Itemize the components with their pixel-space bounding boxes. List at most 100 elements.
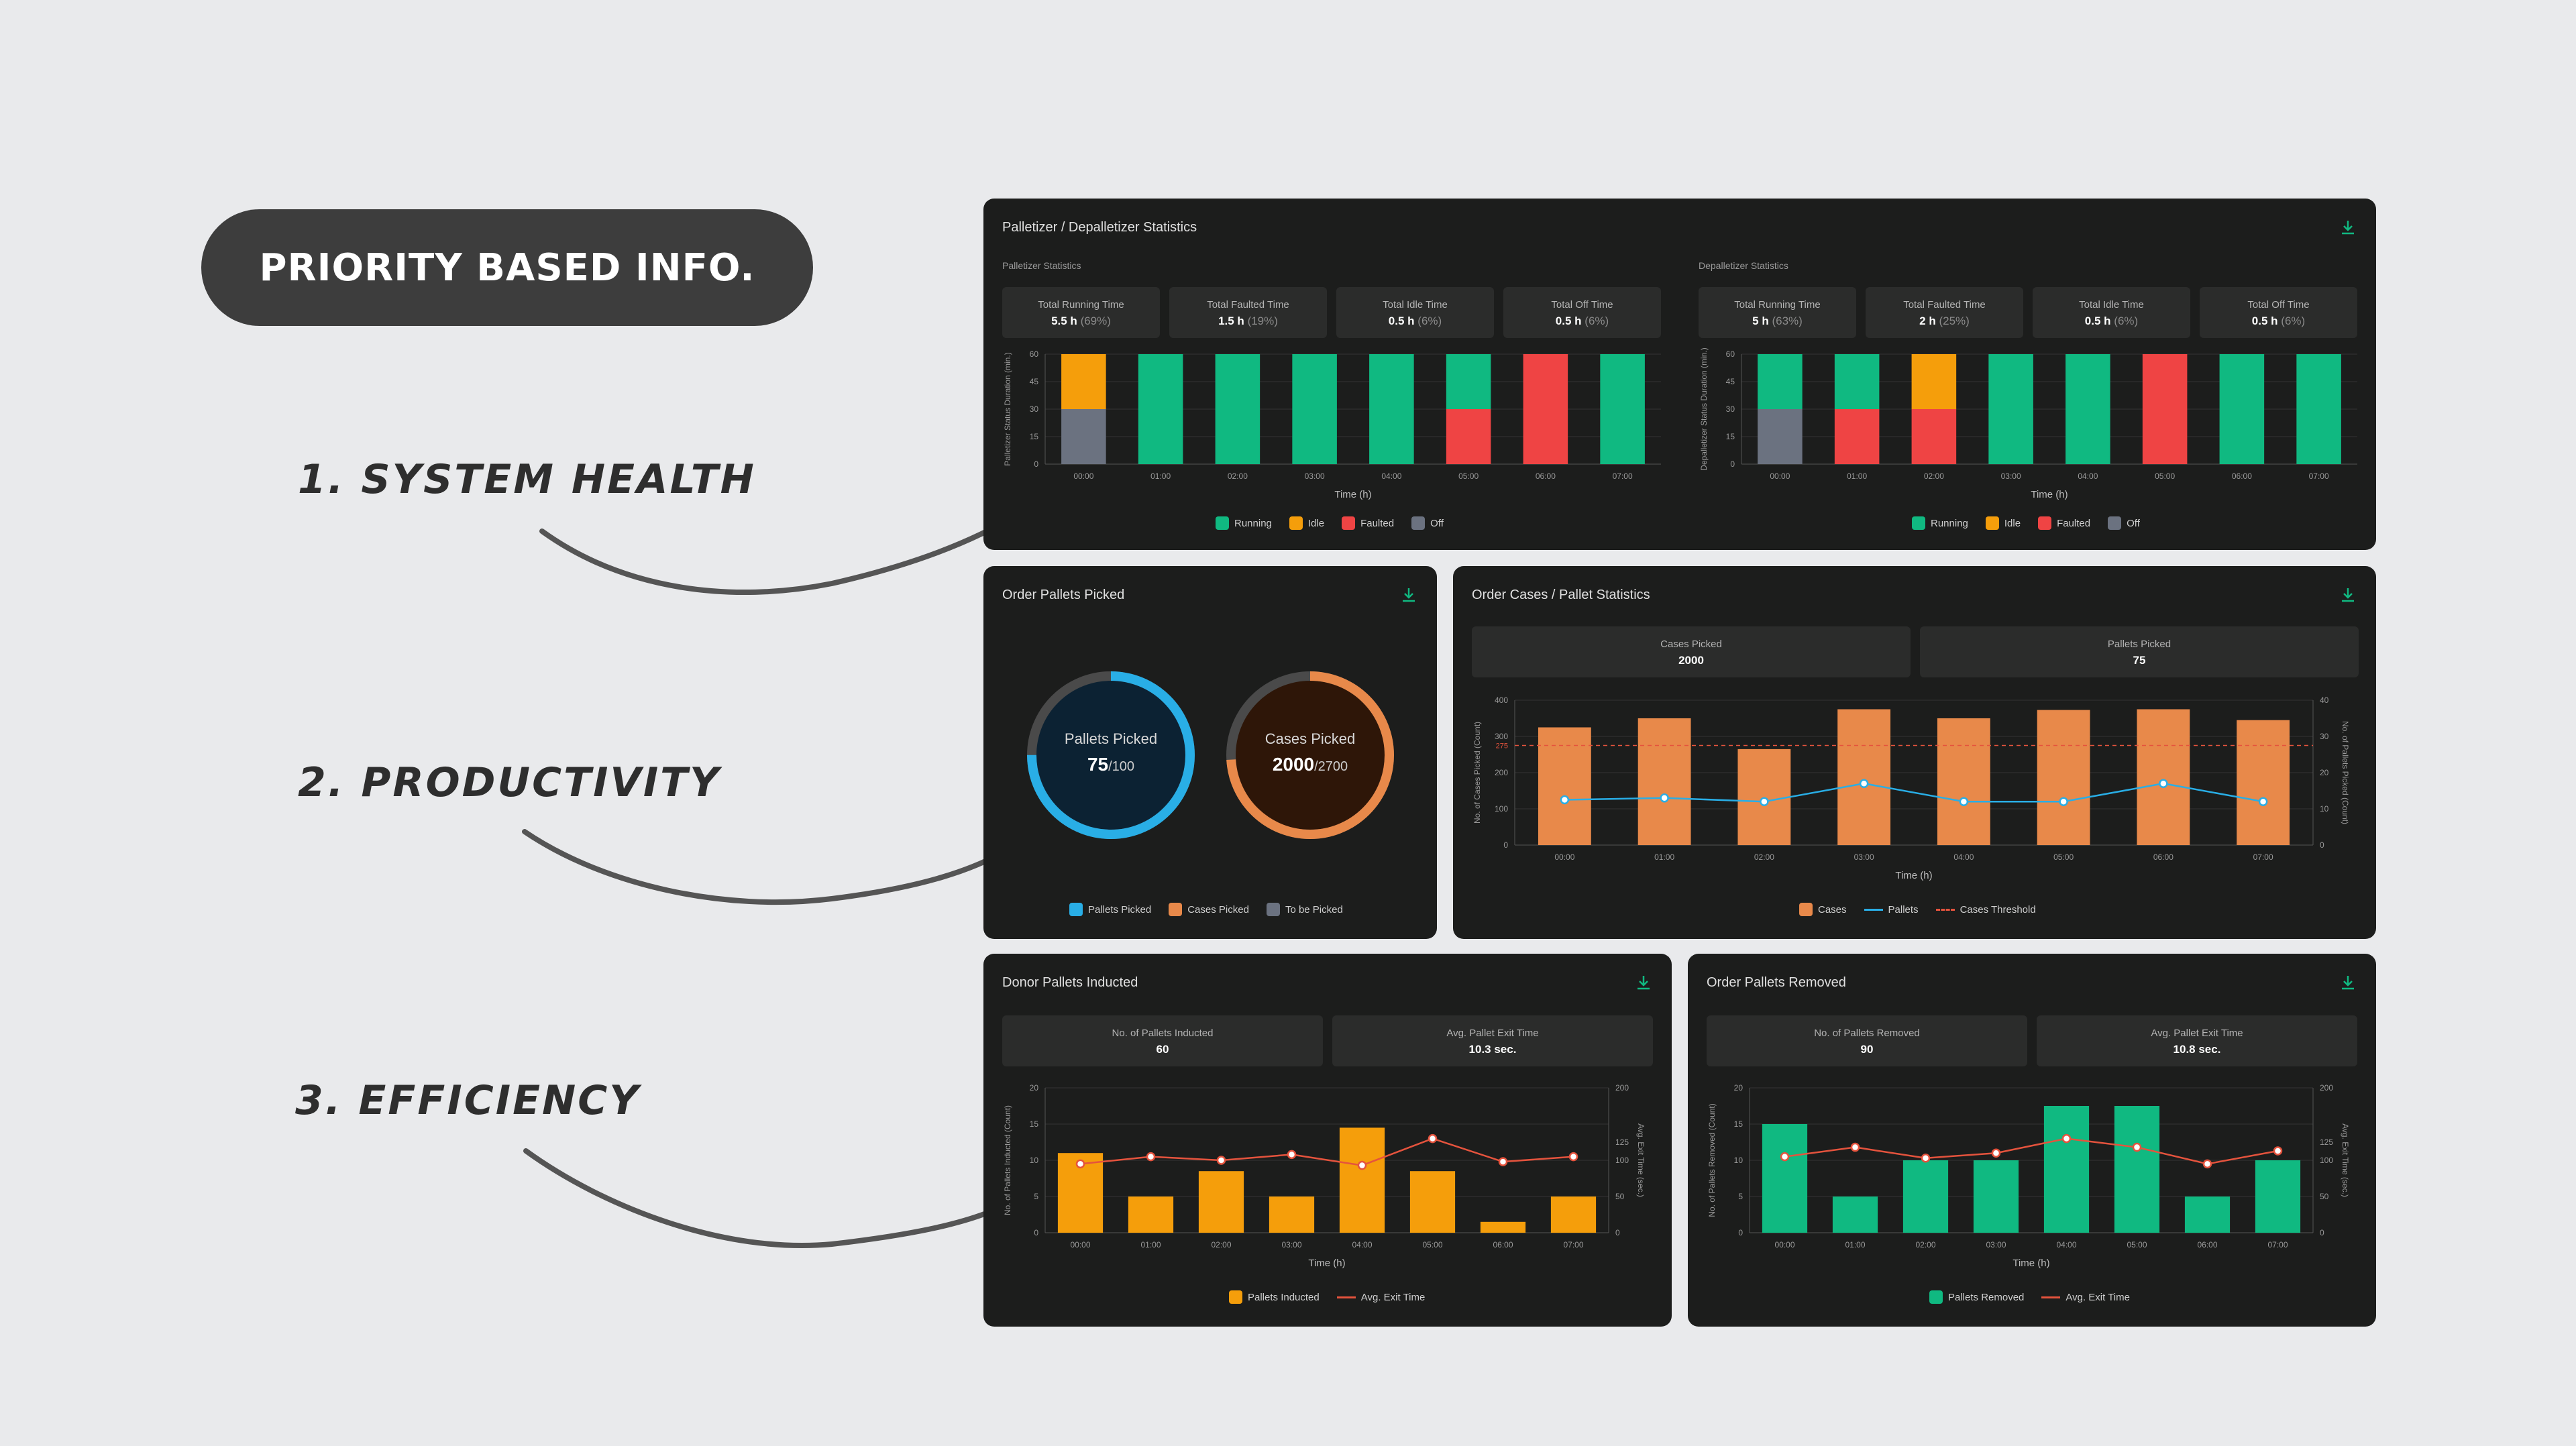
y-tick-label: 60	[1030, 349, 1039, 359]
bar-faulted	[1523, 354, 1568, 464]
x-tick-label: 07:00	[1563, 1240, 1583, 1249]
tobe-swatch	[1266, 903, 1280, 916]
pallets-donut-center	[1036, 680, 1186, 830]
bar-idle	[1911, 354, 1957, 409]
y-tick-label: 5	[1034, 1192, 1038, 1201]
download-icon[interactable]	[2340, 974, 2356, 991]
bar	[1832, 1197, 1878, 1233]
x-tick-label: 00:00	[1070, 1240, 1090, 1249]
line-point	[1921, 1154, 1931, 1163]
legend: Pallets Removed Avg. Exit Time	[1929, 1290, 2130, 1304]
exit-line-swatch	[2041, 1296, 2061, 1298]
y-tick-label: 0	[1730, 459, 1735, 469]
x-tick-label: 06:00	[2232, 471, 2252, 481]
line-point	[1498, 1157, 1508, 1166]
line-point	[2059, 797, 2068, 806]
arrow-1	[539, 507, 1028, 596]
x-tick-label: 01:00	[1654, 852, 1674, 862]
running-swatch	[1216, 516, 1229, 530]
legend: Pallets Inducted Avg. Exit Time	[1229, 1290, 1425, 1304]
stat-card: Total Faulted Time 1.5 h (19%)	[1169, 287, 1327, 338]
idle-swatch	[1985, 516, 1999, 530]
x-tick-label: 07:00	[2267, 1240, 2288, 1249]
bar-running	[1600, 354, 1645, 464]
y-tick-label: 300	[1495, 732, 1508, 741]
line-point	[1568, 1152, 1578, 1162]
panel-title: Palletizer / Depalletizer Statistics	[1002, 220, 1197, 235]
series-line	[1564, 782, 2263, 803]
stat-card: Avg. Pallet Exit Time 10.3 sec.	[1332, 1015, 1653, 1066]
bar-running	[2065, 354, 2110, 464]
x-axis-label: Time (h)	[1895, 870, 1932, 881]
bar-running	[1292, 354, 1337, 464]
x-tick-label: 06:00	[2153, 852, 2174, 862]
removed-panel: Order Pallets Removed No. of Pallets Rem…	[1688, 954, 2376, 1327]
panel-title: Donor Pallets Inducted	[1002, 975, 1138, 990]
threshold-swatch	[1935, 908, 1955, 911]
bar	[1409, 1171, 1456, 1233]
x-tick-label: 03:00	[1281, 1240, 1301, 1249]
line-point	[1287, 1150, 1297, 1160]
stat-card: Total Running Time 5.5 h (69%)	[1002, 287, 1160, 338]
download-icon[interactable]	[2340, 219, 2356, 236]
bar-idle	[1061, 354, 1106, 409]
x-tick-label: 05:00	[2127, 1240, 2147, 1249]
idle-swatch	[1289, 516, 1303, 530]
stat-card: Total Idle Time 0.5 h (6%)	[1336, 287, 1494, 338]
series-line	[1784, 1137, 2278, 1165]
bar	[1550, 1197, 1597, 1233]
y2-tick-label: 125	[2320, 1137, 2333, 1147]
line-point	[1560, 795, 1570, 805]
y-tick-label: 10	[1030, 1156, 1039, 1165]
arrow-2	[522, 829, 1028, 905]
bar	[1937, 718, 1990, 845]
y2-axis-label: Avg. Exit Time (sec.)	[2341, 1123, 2350, 1197]
x-tick-label: 03:00	[1854, 852, 1874, 862]
line-point	[1959, 797, 1969, 806]
y2-tick-label: 40	[2320, 696, 2329, 705]
bar	[1269, 1197, 1315, 1233]
y2-axis-label: No. of Pallets Picked (Count)	[2341, 721, 2350, 824]
depalletizer-label: Depalletizer Statistics	[1699, 260, 1788, 271]
y-tick-label: 0	[1034, 1228, 1038, 1237]
y2-tick-label: 0	[2320, 1228, 2324, 1237]
bar	[1198, 1171, 1244, 1233]
y2-tick-label: 10	[2320, 804, 2329, 814]
cases-swatch	[1799, 903, 1813, 916]
donor-panel: Donor Pallets Inducted No. of Pallets In…	[983, 954, 1672, 1327]
download-icon[interactable]	[2340, 586, 2356, 604]
faulted-swatch	[2038, 516, 2052, 530]
line-point	[2258, 797, 2268, 806]
x-tick-label: 05:00	[1458, 471, 1479, 481]
y-tick-label: 45	[1030, 377, 1039, 386]
bar-faulted	[1911, 409, 1957, 464]
line-point	[1991, 1148, 2001, 1158]
bar-running	[2219, 354, 2265, 464]
stat-card: Pallets Picked 75	[1920, 626, 2359, 677]
download-icon[interactable]	[1401, 586, 1417, 604]
legend: Pallets Picked Cases Picked To be Picked	[1069, 903, 1343, 916]
x-tick-label: 00:00	[1774, 1240, 1794, 1249]
y-axis-label: No. of Cases Picked (Count)	[1472, 722, 1482, 824]
stat-card: Total Off Time 0.5 h (6%)	[2200, 287, 2357, 338]
x-tick-label: 03:00	[1305, 471, 1325, 481]
bar	[1339, 1127, 1385, 1233]
bar	[2043, 1106, 2090, 1233]
pallets-donut-arc	[1027, 671, 1195, 839]
stat-card: Total Idle Time 0.5 h (6%)	[2033, 287, 2190, 338]
cases-donut-center	[1235, 680, 1385, 830]
x-tick-label: 05:00	[1422, 1240, 1442, 1249]
x-tick-label: 05:00	[2053, 852, 2074, 862]
x-tick-label: 02:00	[1915, 1240, 1935, 1249]
y2-tick-label: 100	[1615, 1156, 1629, 1165]
faulted-swatch	[1342, 516, 1356, 530]
x-tick-label: 04:00	[1352, 1240, 1372, 1249]
cases-donut-label: Cases Picked	[1265, 730, 1356, 747]
download-icon[interactable]	[1635, 974, 1652, 991]
y2-axis-label: Avg. Exit Time (sec.)	[1636, 1123, 1646, 1197]
y-tick-label: 10	[1734, 1156, 1743, 1165]
bar	[1902, 1160, 1949, 1233]
x-tick-label: 00:00	[1770, 471, 1790, 481]
y-tick-label: 30	[1030, 404, 1039, 414]
